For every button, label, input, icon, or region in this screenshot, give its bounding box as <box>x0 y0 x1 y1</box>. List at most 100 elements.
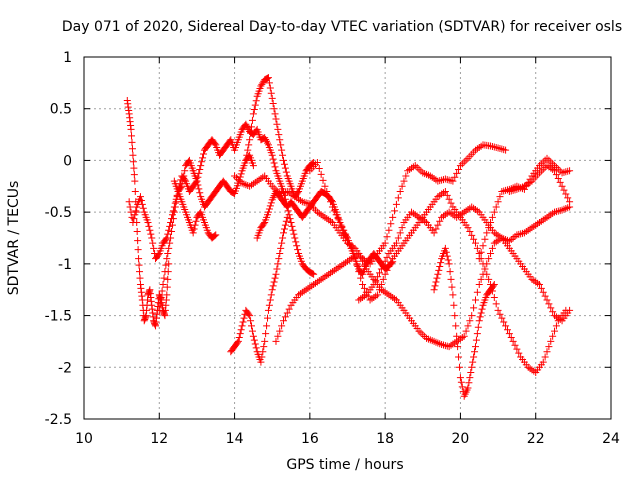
data-point <box>167 234 175 242</box>
data-point <box>240 314 248 322</box>
data-point <box>449 291 457 299</box>
data-point <box>451 173 459 181</box>
series-track-d <box>170 120 318 278</box>
data-point <box>243 122 251 130</box>
data-point <box>180 172 188 180</box>
data-point <box>264 139 272 147</box>
data-point <box>511 341 519 349</box>
data-point <box>566 167 574 175</box>
data-point <box>190 225 198 233</box>
data-point <box>280 156 288 164</box>
data-point <box>430 229 438 237</box>
data-point <box>477 275 485 283</box>
data-point <box>262 135 270 143</box>
data-point <box>394 194 402 202</box>
data-point <box>267 199 275 207</box>
data-point <box>150 244 158 252</box>
data-point <box>178 182 186 190</box>
data-point <box>268 286 276 294</box>
data-point <box>274 260 282 268</box>
data-point <box>155 306 163 314</box>
data-point <box>179 177 187 185</box>
data-point <box>263 322 271 330</box>
data-point <box>432 225 440 233</box>
data-point <box>485 224 493 232</box>
data-point <box>163 291 171 299</box>
data-point <box>467 368 475 376</box>
data-point <box>237 326 245 334</box>
data-point <box>195 185 203 193</box>
data-point <box>197 162 205 170</box>
data-point <box>198 158 206 166</box>
data-point <box>447 199 455 207</box>
data-point <box>436 217 444 225</box>
data-point <box>211 232 219 240</box>
data-point <box>245 310 253 318</box>
data-point <box>377 281 385 289</box>
data-point <box>502 146 510 154</box>
data-point <box>248 123 256 131</box>
data-point <box>464 322 472 330</box>
data-point <box>448 283 456 291</box>
data-point <box>317 170 325 178</box>
data-point <box>381 270 389 278</box>
data-point <box>250 336 258 344</box>
data-point <box>244 146 252 154</box>
x-tick-label: 24 <box>602 431 620 447</box>
data-point <box>334 215 342 223</box>
data-point <box>192 217 200 225</box>
data-point <box>134 237 142 245</box>
data-point <box>163 255 171 263</box>
data-point <box>239 318 247 326</box>
data-point <box>453 332 461 340</box>
data-point <box>453 169 461 177</box>
data-point <box>445 195 453 203</box>
data-point <box>191 221 199 229</box>
data-point <box>383 266 391 274</box>
data-point <box>488 244 496 252</box>
data-point <box>278 239 286 247</box>
data-point <box>468 231 476 239</box>
data-point <box>545 300 553 308</box>
data-point <box>383 253 391 261</box>
data-point <box>470 304 478 312</box>
data-point <box>127 125 135 133</box>
data-point <box>277 141 285 149</box>
data-point <box>385 262 393 270</box>
data-point <box>265 205 273 213</box>
data-point <box>385 226 393 234</box>
x-tick-label: 22 <box>527 431 545 447</box>
data-point <box>360 261 368 269</box>
data-point <box>269 282 277 290</box>
series-track-j <box>306 158 570 376</box>
data-point <box>353 261 361 269</box>
data-point <box>456 374 464 382</box>
data-point <box>502 322 510 330</box>
data-point <box>181 167 189 175</box>
data-point <box>435 266 443 274</box>
data-point <box>264 74 272 82</box>
data-point <box>200 150 208 158</box>
data-point <box>266 202 274 210</box>
data-point <box>212 231 220 239</box>
data-point <box>451 312 459 320</box>
data-point <box>269 100 277 108</box>
data-point <box>310 270 318 278</box>
data-point <box>195 169 203 177</box>
data-point <box>290 230 298 238</box>
data-point <box>351 255 359 263</box>
data-point <box>489 282 497 290</box>
data-point <box>156 300 164 308</box>
data-point <box>271 110 279 118</box>
data-point <box>127 208 135 216</box>
data-point <box>336 218 344 226</box>
data-point <box>402 172 410 180</box>
data-point <box>129 218 137 226</box>
data-point <box>293 242 301 250</box>
data-point <box>245 141 253 149</box>
data-point <box>464 384 472 392</box>
data-point <box>443 252 451 260</box>
data-point <box>238 322 246 330</box>
data-point <box>389 213 397 221</box>
grid-lines <box>84 57 611 419</box>
